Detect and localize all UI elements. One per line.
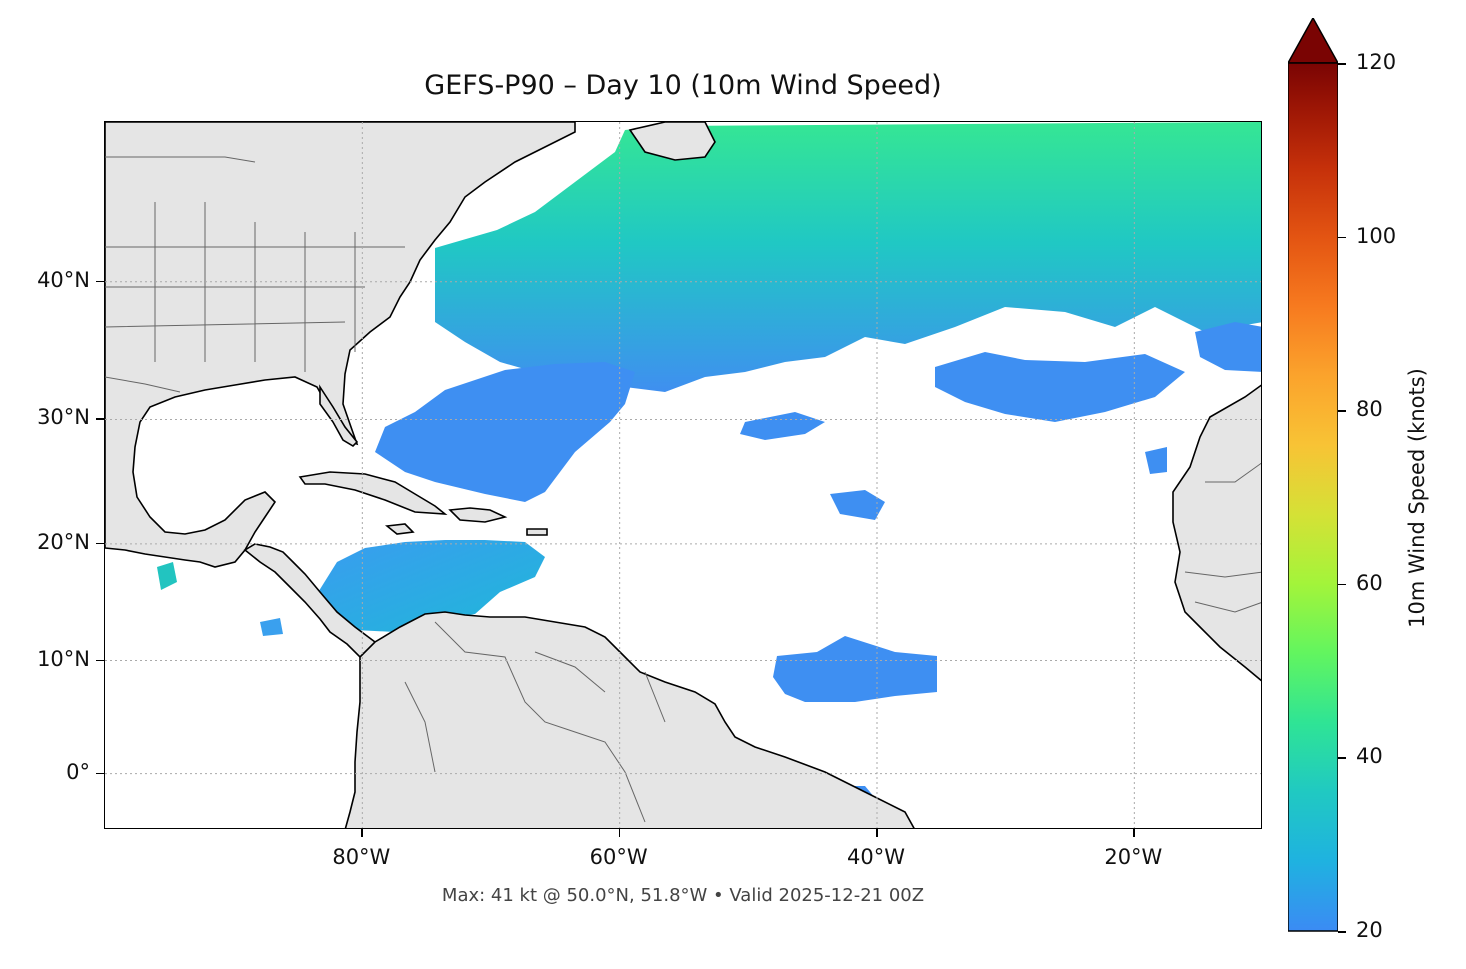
lat-tick-label: 40°N	[37, 267, 90, 292]
lon-tick-mark	[361, 829, 363, 837]
colorbar-tick-mark	[1338, 63, 1346, 65]
lat-tick-mark	[96, 659, 104, 662]
lon-tick-label: 20°W	[1104, 845, 1163, 869]
wind-east-patch-1	[935, 352, 1185, 422]
map-panel[interactable]	[104, 121, 1262, 829]
lat-tick-mark	[96, 542, 104, 545]
colorbar-tick-mark	[1338, 757, 1346, 759]
colorbar-tick-label: 40	[1356, 744, 1383, 769]
land-africa	[1172, 384, 1261, 682]
wind-east-patch-3	[740, 412, 825, 440]
colorbar-tick-label: 20	[1356, 918, 1383, 942]
colorbar-tick-label: 100	[1356, 223, 1397, 248]
lon-tick-mark	[876, 829, 878, 837]
land-puerto-rico	[526, 528, 548, 536]
lon-tick-label: 60°W	[589, 845, 648, 869]
wind-east-patch-2	[1195, 322, 1261, 372]
wind-patch-pacific	[157, 562, 177, 590]
lon-tick-label: 40°W	[847, 845, 905, 869]
border-mexico	[105, 376, 181, 393]
border-africa	[1184, 462, 1261, 613]
colorbar-extend-arrow	[1286, 16, 1340, 64]
lon-tick-mark	[618, 829, 621, 837]
border-south-america	[404, 621, 666, 823]
lon-tick-mark	[1133, 829, 1135, 837]
land-newfoundland	[628, 122, 716, 161]
lon-tick-label: 80°W	[332, 845, 391, 869]
colorbar-tick-mark	[1338, 931, 1346, 933]
lat-tick-mark	[96, 418, 104, 420]
colorbar	[1286, 16, 1340, 933]
land-north-america	[105, 122, 576, 568]
map-caption: Max: 41 kt @ 50.0°N, 51.8°W • Valid 2025…	[441, 885, 925, 906]
land-hispaniola	[448, 507, 508, 523]
border-us-canada	[105, 156, 256, 163]
land-cuba	[298, 471, 448, 515]
colorbar-tick-label: 60	[1356, 570, 1383, 595]
colorbar-tick-label: 80	[1356, 397, 1383, 422]
gridlines	[105, 122, 1261, 828]
colorbar-tick-mark	[1338, 410, 1346, 412]
lat-tick-label: 0°	[66, 759, 90, 784]
colorbar-tick-label: 120	[1356, 50, 1397, 74]
colorbar-gradient	[1287, 62, 1339, 932]
map-canvas	[105, 122, 1261, 828]
border-states-2	[105, 246, 405, 328]
land-florida	[319, 384, 359, 448]
colorbar-svg	[1286, 16, 1340, 932]
colorbar-tick-mark	[1338, 583, 1346, 586]
wind-subtropical-band	[375, 362, 635, 502]
lat-tick-label: 10°N	[37, 646, 90, 671]
colorbar-label: 10m Wind Speed (knots)	[1405, 368, 1429, 628]
lat-tick-mark	[96, 280, 104, 283]
lat-tick-label: 20°N	[37, 529, 90, 554]
wind-caribbean	[317, 540, 545, 632]
wind-patch-pacific-2	[260, 618, 283, 636]
wind-patch-africa	[1145, 447, 1167, 474]
wind-north-band	[435, 122, 1261, 392]
colorbar-tick-mark	[1338, 236, 1346, 239]
land-south-america	[344, 611, 915, 828]
wind-equatorial-patch	[773, 636, 937, 702]
lat-tick-label: 30°N	[37, 405, 90, 430]
map-title: GEFS-P90 – Day 10 (10m Wind Speed)	[424, 70, 942, 101]
wind-patch-atl-center	[830, 490, 885, 520]
land-jamaica	[384, 523, 415, 535]
lat-tick-mark	[96, 772, 104, 775]
